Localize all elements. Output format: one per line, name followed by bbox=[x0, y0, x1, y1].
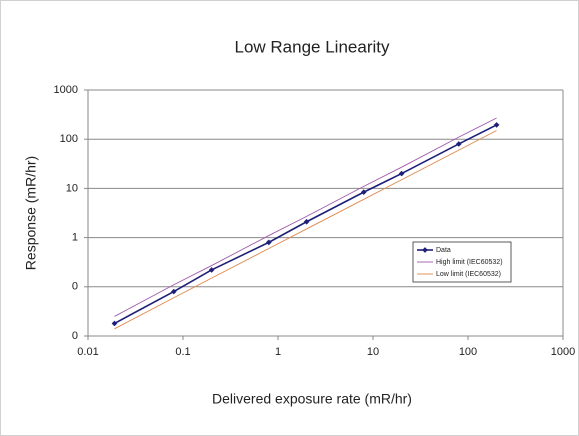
data-point bbox=[265, 239, 272, 246]
data-point bbox=[493, 122, 500, 128]
x-tick-label: 1000 bbox=[551, 346, 575, 358]
y-tick-label: 0 bbox=[72, 281, 78, 293]
y-tick-label: 100 bbox=[60, 133, 78, 145]
x-tick-label: 100 bbox=[459, 346, 477, 358]
x-axis-label: Delivered exposure rate (mR/hr) bbox=[212, 391, 412, 407]
data-point bbox=[398, 170, 405, 177]
x-tick-label: 10 bbox=[367, 346, 379, 358]
x-tick-label: 0.01 bbox=[77, 346, 98, 358]
y-tick-label: 1000 bbox=[54, 84, 78, 96]
series-line bbox=[114, 130, 497, 330]
data-point bbox=[170, 288, 177, 295]
data-point bbox=[303, 218, 310, 225]
x-tick-label: 0.1 bbox=[175, 346, 190, 358]
data-point bbox=[111, 320, 118, 327]
legend-label: High limit (IEC60532) bbox=[436, 259, 503, 266]
data-point bbox=[455, 141, 462, 147]
series-line bbox=[114, 117, 497, 317]
chart-title: Low Range Linearity bbox=[235, 37, 390, 56]
x-tick-label: 1 bbox=[275, 346, 281, 358]
legend-label: Data bbox=[436, 247, 451, 254]
data-point bbox=[360, 189, 367, 195]
y-axis-label: Response (mR/hr) bbox=[23, 156, 39, 270]
y-tick-label: 0 bbox=[72, 330, 78, 342]
y-tick-label: 10 bbox=[66, 182, 78, 194]
y-tick-label: 1 bbox=[72, 232, 78, 244]
legend-label: Low limit (IEC60532) bbox=[436, 271, 501, 278]
legend-marker bbox=[422, 247, 428, 253]
data-point bbox=[208, 267, 215, 273]
